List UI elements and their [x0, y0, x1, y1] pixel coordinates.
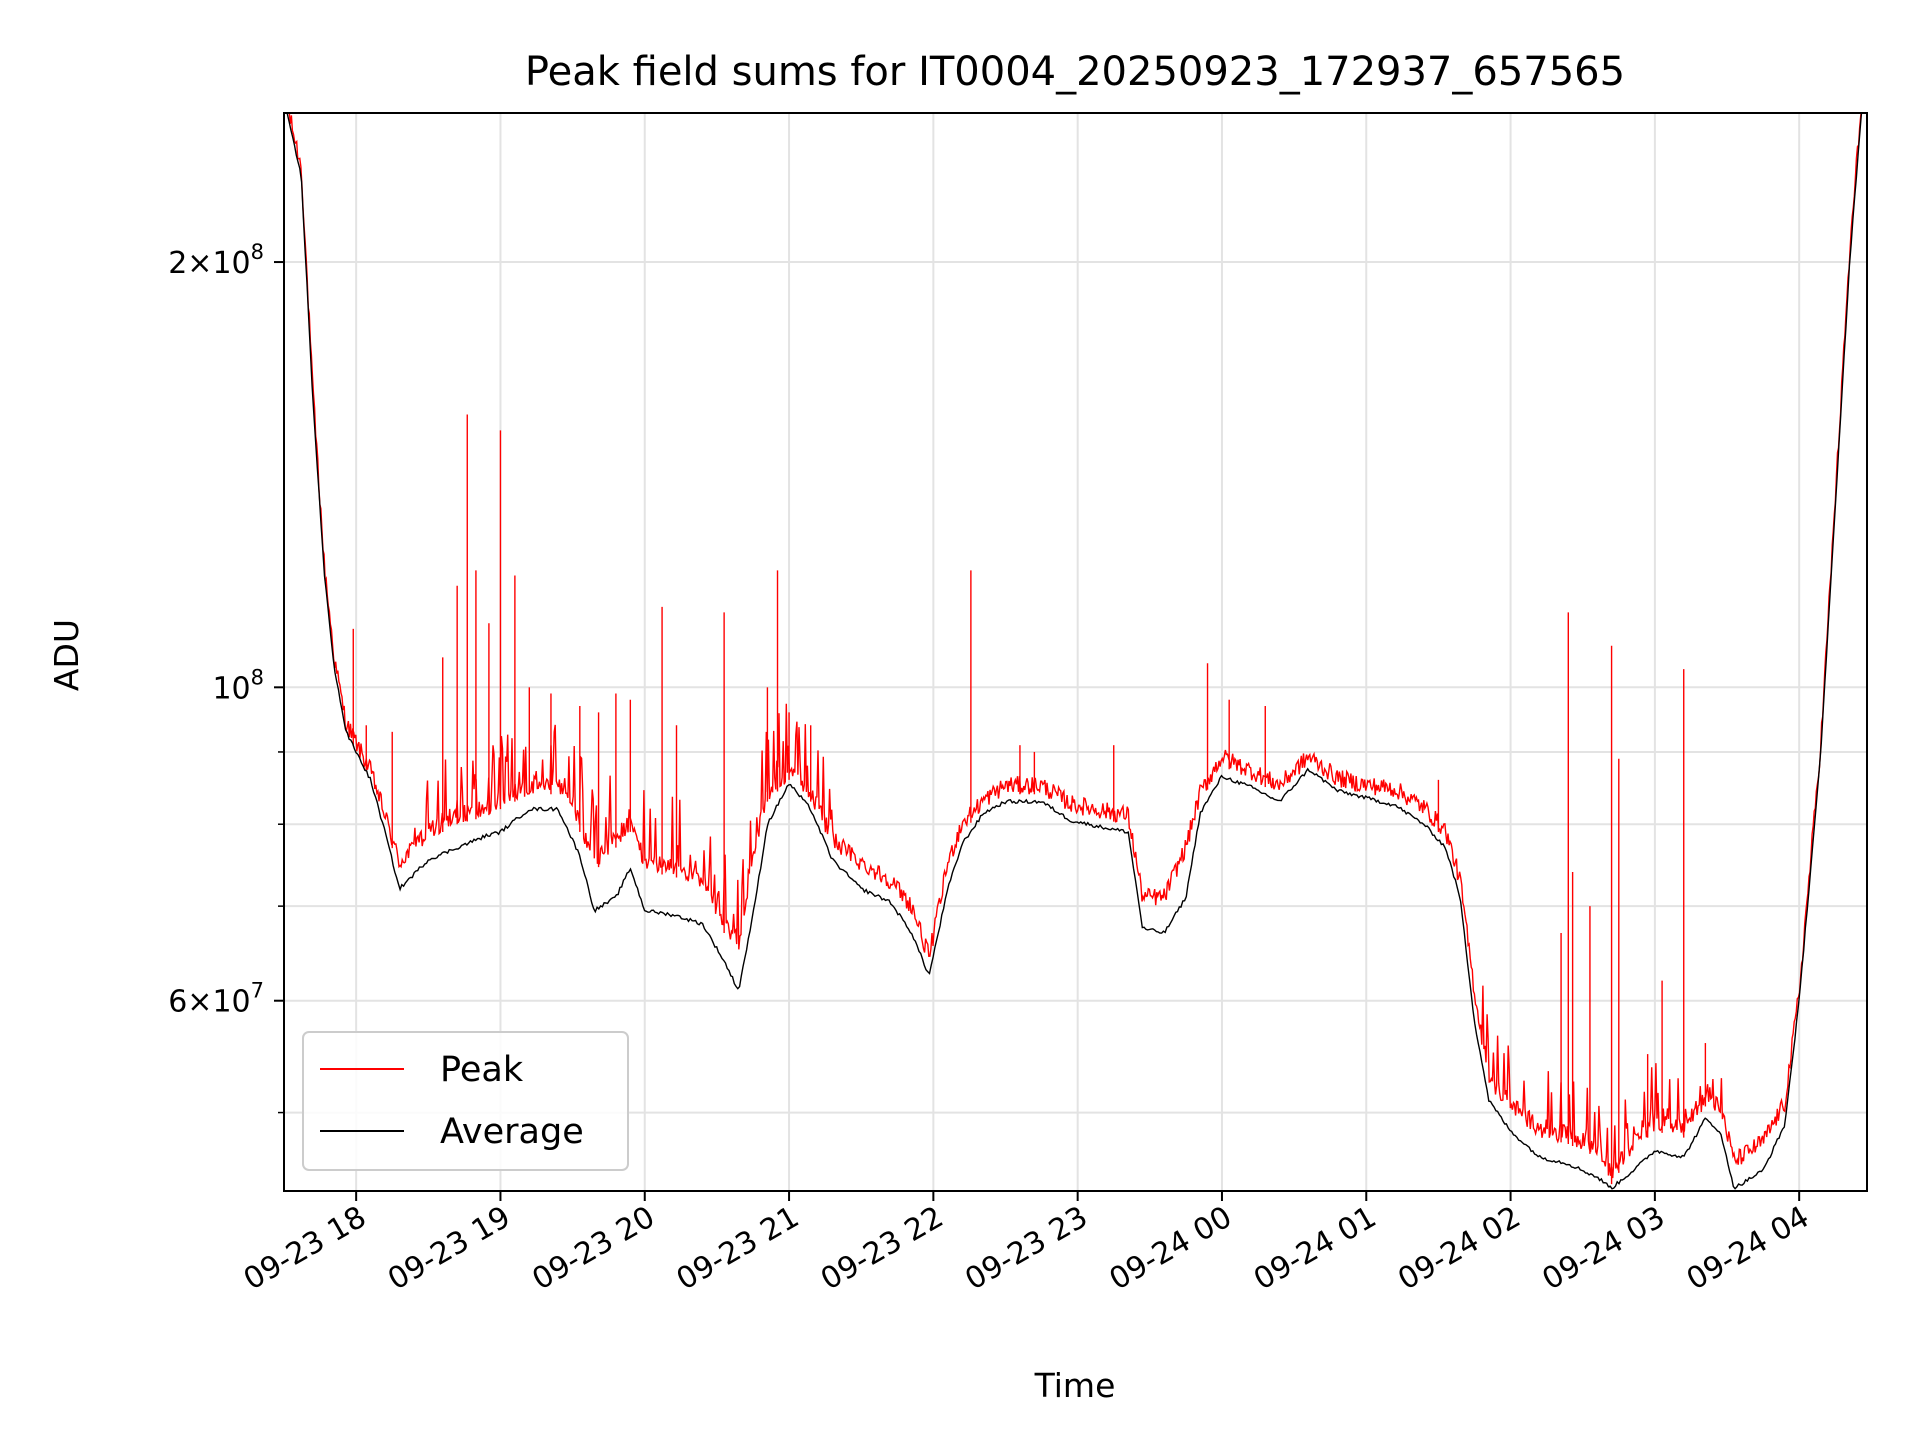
legend: Peak Average	[302, 1031, 629, 1171]
peak-series-line	[288, 113, 1862, 1179]
average-series-line	[286, 113, 1863, 1190]
y-tick-label: 108	[212, 665, 264, 706]
y-axis-label: ADU	[47, 619, 86, 691]
y-tick-label: 6×107	[168, 979, 264, 1020]
x-axis-label: Time	[1034, 1366, 1116, 1405]
legend-box	[302, 1031, 629, 1171]
y-tick-label: 2×108	[168, 240, 264, 281]
legend-average-label: Average	[440, 1112, 584, 1152]
plot-frame	[283, 112, 1868, 1192]
chart-title: Peak field sums for IT0004_20250923_1729…	[525, 49, 1625, 95]
series-area	[286, 113, 1863, 1190]
legend-peak-label: Peak	[440, 1050, 524, 1090]
grid-lines	[284, 113, 1867, 1191]
